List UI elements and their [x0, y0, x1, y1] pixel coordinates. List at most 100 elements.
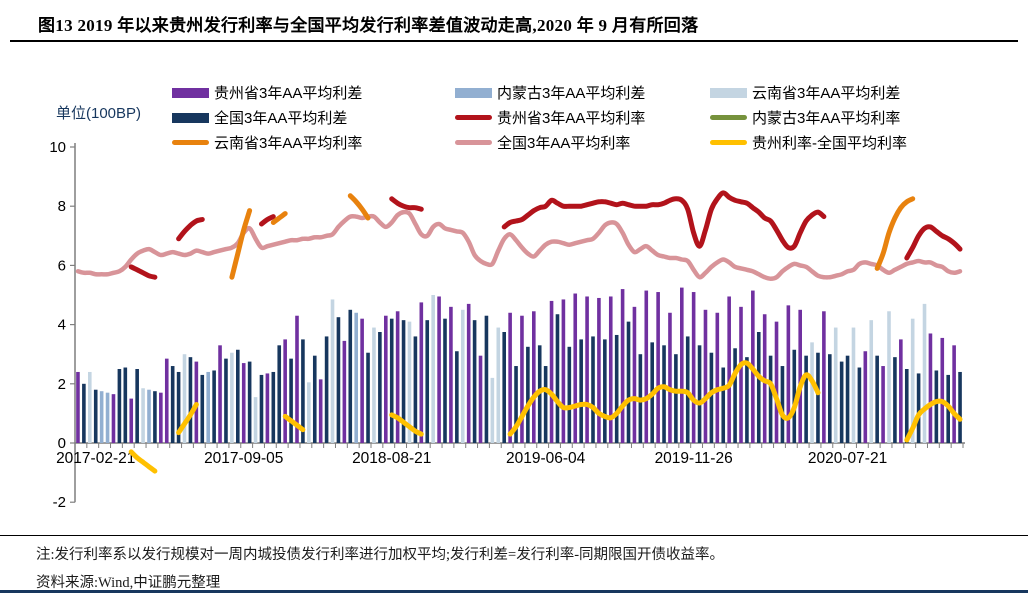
line-series — [904, 398, 963, 443]
legend-line-swatch — [455, 115, 492, 120]
bar — [384, 315, 388, 443]
bar — [543, 366, 548, 443]
bar — [893, 357, 897, 443]
bar — [437, 296, 441, 443]
bar — [88, 371, 92, 443]
bar — [614, 334, 619, 443]
bar — [839, 361, 844, 443]
bar — [869, 320, 874, 443]
bar — [555, 314, 560, 443]
bar — [401, 320, 406, 443]
bar — [774, 321, 779, 443]
bar — [928, 333, 933, 443]
line-series — [128, 264, 158, 280]
footnotes: 注:发行利率系以发行规模对一周内城投债发行利率进行加权平均;发行利差=发行利率-… — [0, 535, 1028, 592]
legend-line-swatch — [710, 115, 747, 120]
bar — [164, 358, 169, 443]
chart-area: 单位(100BP) 贵州省3年AA平均利差 内蒙古3年AA平均利差 云南省3年AA平… — [0, 60, 1028, 530]
bar — [354, 312, 358, 443]
bar — [573, 293, 578, 443]
line-series — [229, 208, 253, 280]
legend-line-swatch — [172, 140, 209, 145]
legend-line-swatch — [710, 140, 747, 145]
bar — [330, 299, 335, 443]
bar — [798, 309, 802, 443]
bar — [472, 320, 477, 443]
bar — [632, 306, 637, 443]
legend-line-swatch — [455, 140, 492, 145]
bar — [591, 336, 595, 443]
y-tick-label: 8 — [58, 198, 66, 215]
bar — [656, 292, 660, 443]
source-text: 资料来源:Wind,中证鹏元整理 — [36, 575, 221, 591]
bar — [395, 311, 400, 443]
bar — [342, 340, 347, 443]
bar — [680, 287, 684, 443]
bar — [200, 374, 205, 443]
x-tick-label: 2020-07-21 — [808, 450, 887, 467]
bar — [360, 318, 364, 443]
bar — [295, 315, 299, 443]
bar — [93, 389, 98, 443]
legend-label: 贵州省3年AA平均利率 — [497, 110, 646, 127]
line-series — [176, 402, 199, 436]
legend-label: 全国3年AA平均利率 — [497, 135, 631, 152]
bar — [230, 352, 234, 443]
bar — [378, 332, 382, 443]
note-text: 注:发行利率系以发行规模对一周内城投债发行利率进行加权平均;发行利差=发行利率-… — [36, 547, 725, 563]
bar — [176, 371, 181, 443]
bar — [816, 352, 820, 443]
bar — [241, 363, 246, 443]
bar — [419, 302, 424, 443]
bar — [786, 305, 791, 443]
bar — [561, 299, 566, 443]
bar — [141, 388, 145, 443]
bar — [389, 318, 394, 443]
bar — [82, 383, 86, 443]
line-series — [259, 214, 276, 227]
line-series — [507, 360, 821, 437]
legend-item-2: 云南省3年AA平均利差 — [710, 82, 907, 103]
bar — [910, 318, 915, 443]
bar — [739, 306, 743, 443]
x-tick-label: 2019-06-04 — [506, 450, 586, 467]
legend-label: 贵州省3年AA平均利差 — [214, 85, 363, 102]
bar — [111, 394, 116, 443]
bar — [478, 355, 483, 443]
bar — [597, 297, 601, 443]
legend-bar-swatch — [172, 112, 209, 123]
chart-legend: 贵州省3年AA平均利差 内蒙古3年AA平均利差 云南省3年AA平均利差全国3年AA平… — [172, 80, 907, 155]
legend-item-1: 内蒙古3年AA平均利差 — [455, 82, 710, 103]
bar — [715, 312, 720, 443]
bar — [697, 345, 702, 443]
bar — [626, 321, 631, 443]
bar — [756, 332, 761, 443]
bar — [857, 367, 862, 443]
bar — [851, 327, 856, 443]
bar — [206, 371, 210, 443]
bar — [117, 369, 122, 443]
bar — [709, 352, 714, 443]
line-series — [176, 217, 205, 242]
bar — [899, 339, 903, 443]
bar — [721, 367, 726, 443]
bar — [792, 349, 797, 443]
y-tick-label: 10 — [49, 139, 66, 156]
legend-item-6: 云南省3年AA平均利率 — [172, 132, 455, 153]
legend-label: 全国3年AA平均利差 — [214, 110, 348, 127]
bar — [283, 339, 287, 443]
bar — [105, 392, 110, 443]
bar — [348, 309, 353, 443]
bar — [526, 346, 530, 443]
bar — [810, 342, 814, 443]
x-tick-label: 2017-09-05 — [204, 450, 283, 467]
bar — [644, 290, 649, 443]
bar — [603, 339, 607, 443]
line-series — [347, 193, 371, 221]
line-series — [501, 190, 827, 251]
bar — [685, 336, 690, 443]
bar — [804, 355, 808, 443]
bar — [662, 345, 666, 443]
bar — [218, 345, 222, 443]
bar — [259, 374, 264, 443]
